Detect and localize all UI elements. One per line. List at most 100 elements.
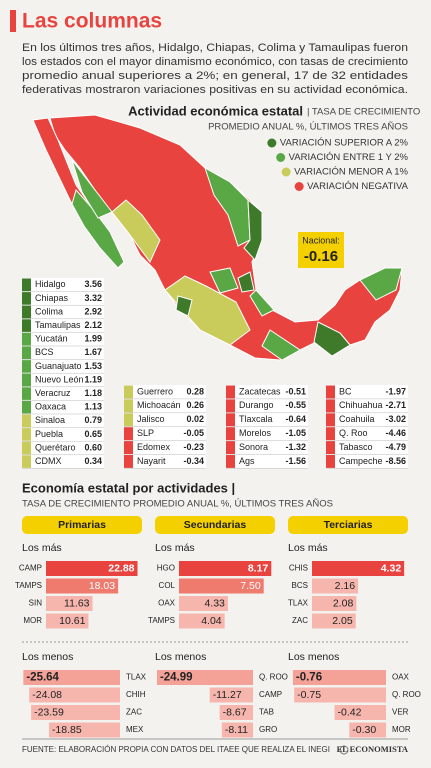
state-name: Guanajuato	[35, 361, 82, 371]
legend-label: VARIACIÓN NEGATIVA	[307, 181, 408, 192]
brand: EL ECONOMISTA	[337, 744, 409, 754]
state-name: Hidalgo	[35, 279, 66, 289]
map-region	[243, 198, 263, 261]
bar	[334, 705, 386, 720]
category-label: TAMPS	[148, 616, 175, 625]
legend-swatch	[294, 182, 304, 191]
header-pill	[155, 516, 275, 534]
row-swatch	[22, 387, 31, 400]
source: FUENTE: ELABORACIÓN PROPIA CON DATOS DEL…	[22, 745, 330, 754]
state-name: Michoacán	[137, 400, 181, 410]
intro-line: promedio anual superiores a 2%; en gener…	[22, 70, 409, 82]
state-name: Colima	[35, 306, 63, 316]
value-label: 2.16	[335, 580, 356, 592]
state-value: 0.02	[186, 414, 204, 424]
map-region	[164, 275, 251, 346]
legend-label: VARIACIÓN MENOR A 1%	[294, 167, 408, 178]
row-swatch	[124, 413, 133, 427]
state-value: 1.18	[84, 388, 102, 398]
map-region	[71, 159, 113, 219]
category-label: CHIH	[126, 690, 146, 699]
bar	[312, 561, 405, 576]
title-accent	[10, 10, 16, 32]
map-region	[237, 271, 255, 293]
state-value: 0.79	[84, 415, 102, 425]
state-value: 1.67	[84, 347, 102, 357]
map-region	[249, 289, 275, 317]
state-name: Sonora	[239, 442, 268, 452]
row-swatch	[226, 413, 235, 427]
row-swatch	[226, 427, 235, 441]
row-swatch	[22, 414, 31, 428]
row-swatch	[226, 399, 235, 413]
state-name: Nayarit	[137, 456, 166, 466]
state-value: 2.12	[84, 320, 102, 330]
row-swatch	[124, 385, 133, 399]
row-swatch	[326, 399, 335, 413]
bar	[312, 578, 359, 594]
intro-line: En los últimos tres años, Hidalgo, Chiap…	[22, 42, 408, 54]
value-label: 2.05	[332, 615, 353, 627]
value-label: 4.32	[381, 562, 402, 574]
row-swatch	[326, 427, 335, 441]
intro-line: los estados con el mayor dinamismo econó…	[22, 56, 408, 68]
value-label: -25.64	[26, 672, 59, 684]
category-label: TLAX	[126, 673, 147, 682]
bar	[221, 722, 253, 738]
bar	[179, 578, 264, 594]
value-label: -11.27	[213, 689, 242, 701]
value-label: 4.33	[204, 597, 225, 609]
row-swatch	[124, 441, 133, 454]
state-value: -0.55	[285, 400, 306, 410]
bar	[31, 705, 120, 720]
bar	[179, 561, 272, 576]
national-box	[298, 232, 344, 268]
row-swatch	[22, 373, 31, 387]
intro-line: federativas mostraron variaciones positi…	[22, 84, 408, 96]
map-title: Actividad económica estatal	[128, 103, 303, 118]
row-swatch	[226, 441, 235, 454]
bar	[209, 687, 253, 703]
category-label: ZAC	[292, 616, 308, 625]
bar	[29, 687, 120, 703]
value-label: -24.99	[160, 672, 193, 684]
row-swatch	[22, 332, 31, 346]
row-swatch	[22, 441, 31, 455]
legend-swatch	[267, 138, 277, 148]
category-label: Q. ROO	[392, 690, 421, 699]
state-name: BC	[339, 386, 352, 396]
state-name: Ags	[239, 456, 255, 466]
section-title: Economía estatal por actividades |	[22, 480, 235, 495]
state-name: Tlaxcala	[239, 414, 273, 424]
state-value: 2.92	[84, 306, 102, 316]
state-name: Yucatán	[35, 334, 68, 344]
column-header: Terciarias	[324, 519, 373, 531]
bar	[294, 687, 386, 703]
state-name: Chihuahua	[339, 400, 383, 410]
state-name: Q. Roo	[339, 428, 368, 438]
title: Las columnas	[22, 10, 162, 33]
value-label: 22.88	[108, 562, 134, 574]
bar	[48, 722, 121, 738]
category-label: TLAX	[288, 599, 309, 608]
legend-swatch	[276, 153, 286, 162]
row-swatch	[226, 385, 235, 399]
state-value: 3.56	[84, 279, 102, 289]
category-label: MEX	[126, 725, 144, 734]
value-label: -24.08	[32, 689, 62, 701]
value-label: -0.42	[338, 706, 362, 718]
row-swatch	[22, 305, 31, 319]
group-label: Los más	[288, 542, 328, 554]
category-label: SIN	[29, 599, 43, 608]
state-value: 1.99	[84, 334, 102, 344]
bar	[23, 670, 121, 685]
category-label: CHIS	[289, 564, 308, 573]
category-label: ZAC	[126, 708, 142, 717]
group-label: Los más	[155, 542, 195, 554]
state-name: Tabasco	[339, 442, 373, 452]
category-label: CAMP	[259, 690, 282, 699]
map	[32, 114, 403, 361]
state-name: Querétaro	[35, 442, 76, 452]
national-value: -0.16	[304, 248, 338, 265]
